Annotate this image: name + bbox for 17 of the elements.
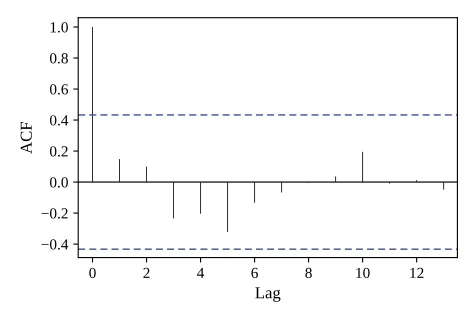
x-axis-title: Lag (255, 287, 280, 302)
y-tick-label: 0.8 (50, 53, 68, 64)
x-tick-label: 12 (410, 268, 424, 278)
y-axis-title: ACF (20, 122, 32, 154)
x-tick-label: 2 (143, 268, 150, 278)
x-tick-label: 0 (89, 268, 96, 278)
x-tick-label: 6 (251, 268, 258, 278)
y-tick-label: −0.4 (42, 239, 68, 250)
y-tick-label: 1.0 (50, 22, 68, 33)
x-tick-label: 10 (356, 268, 370, 278)
y-tick-label: −0.2 (42, 208, 68, 219)
y-tick-label: 0.0 (50, 177, 68, 188)
y-tick-label: 0.4 (50, 115, 68, 126)
y-tick-label: 0.6 (50, 84, 68, 95)
x-tick-label: 4 (197, 268, 204, 278)
y-tick-label: 0.2 (50, 146, 68, 157)
x-tick-label: 8 (305, 268, 312, 278)
